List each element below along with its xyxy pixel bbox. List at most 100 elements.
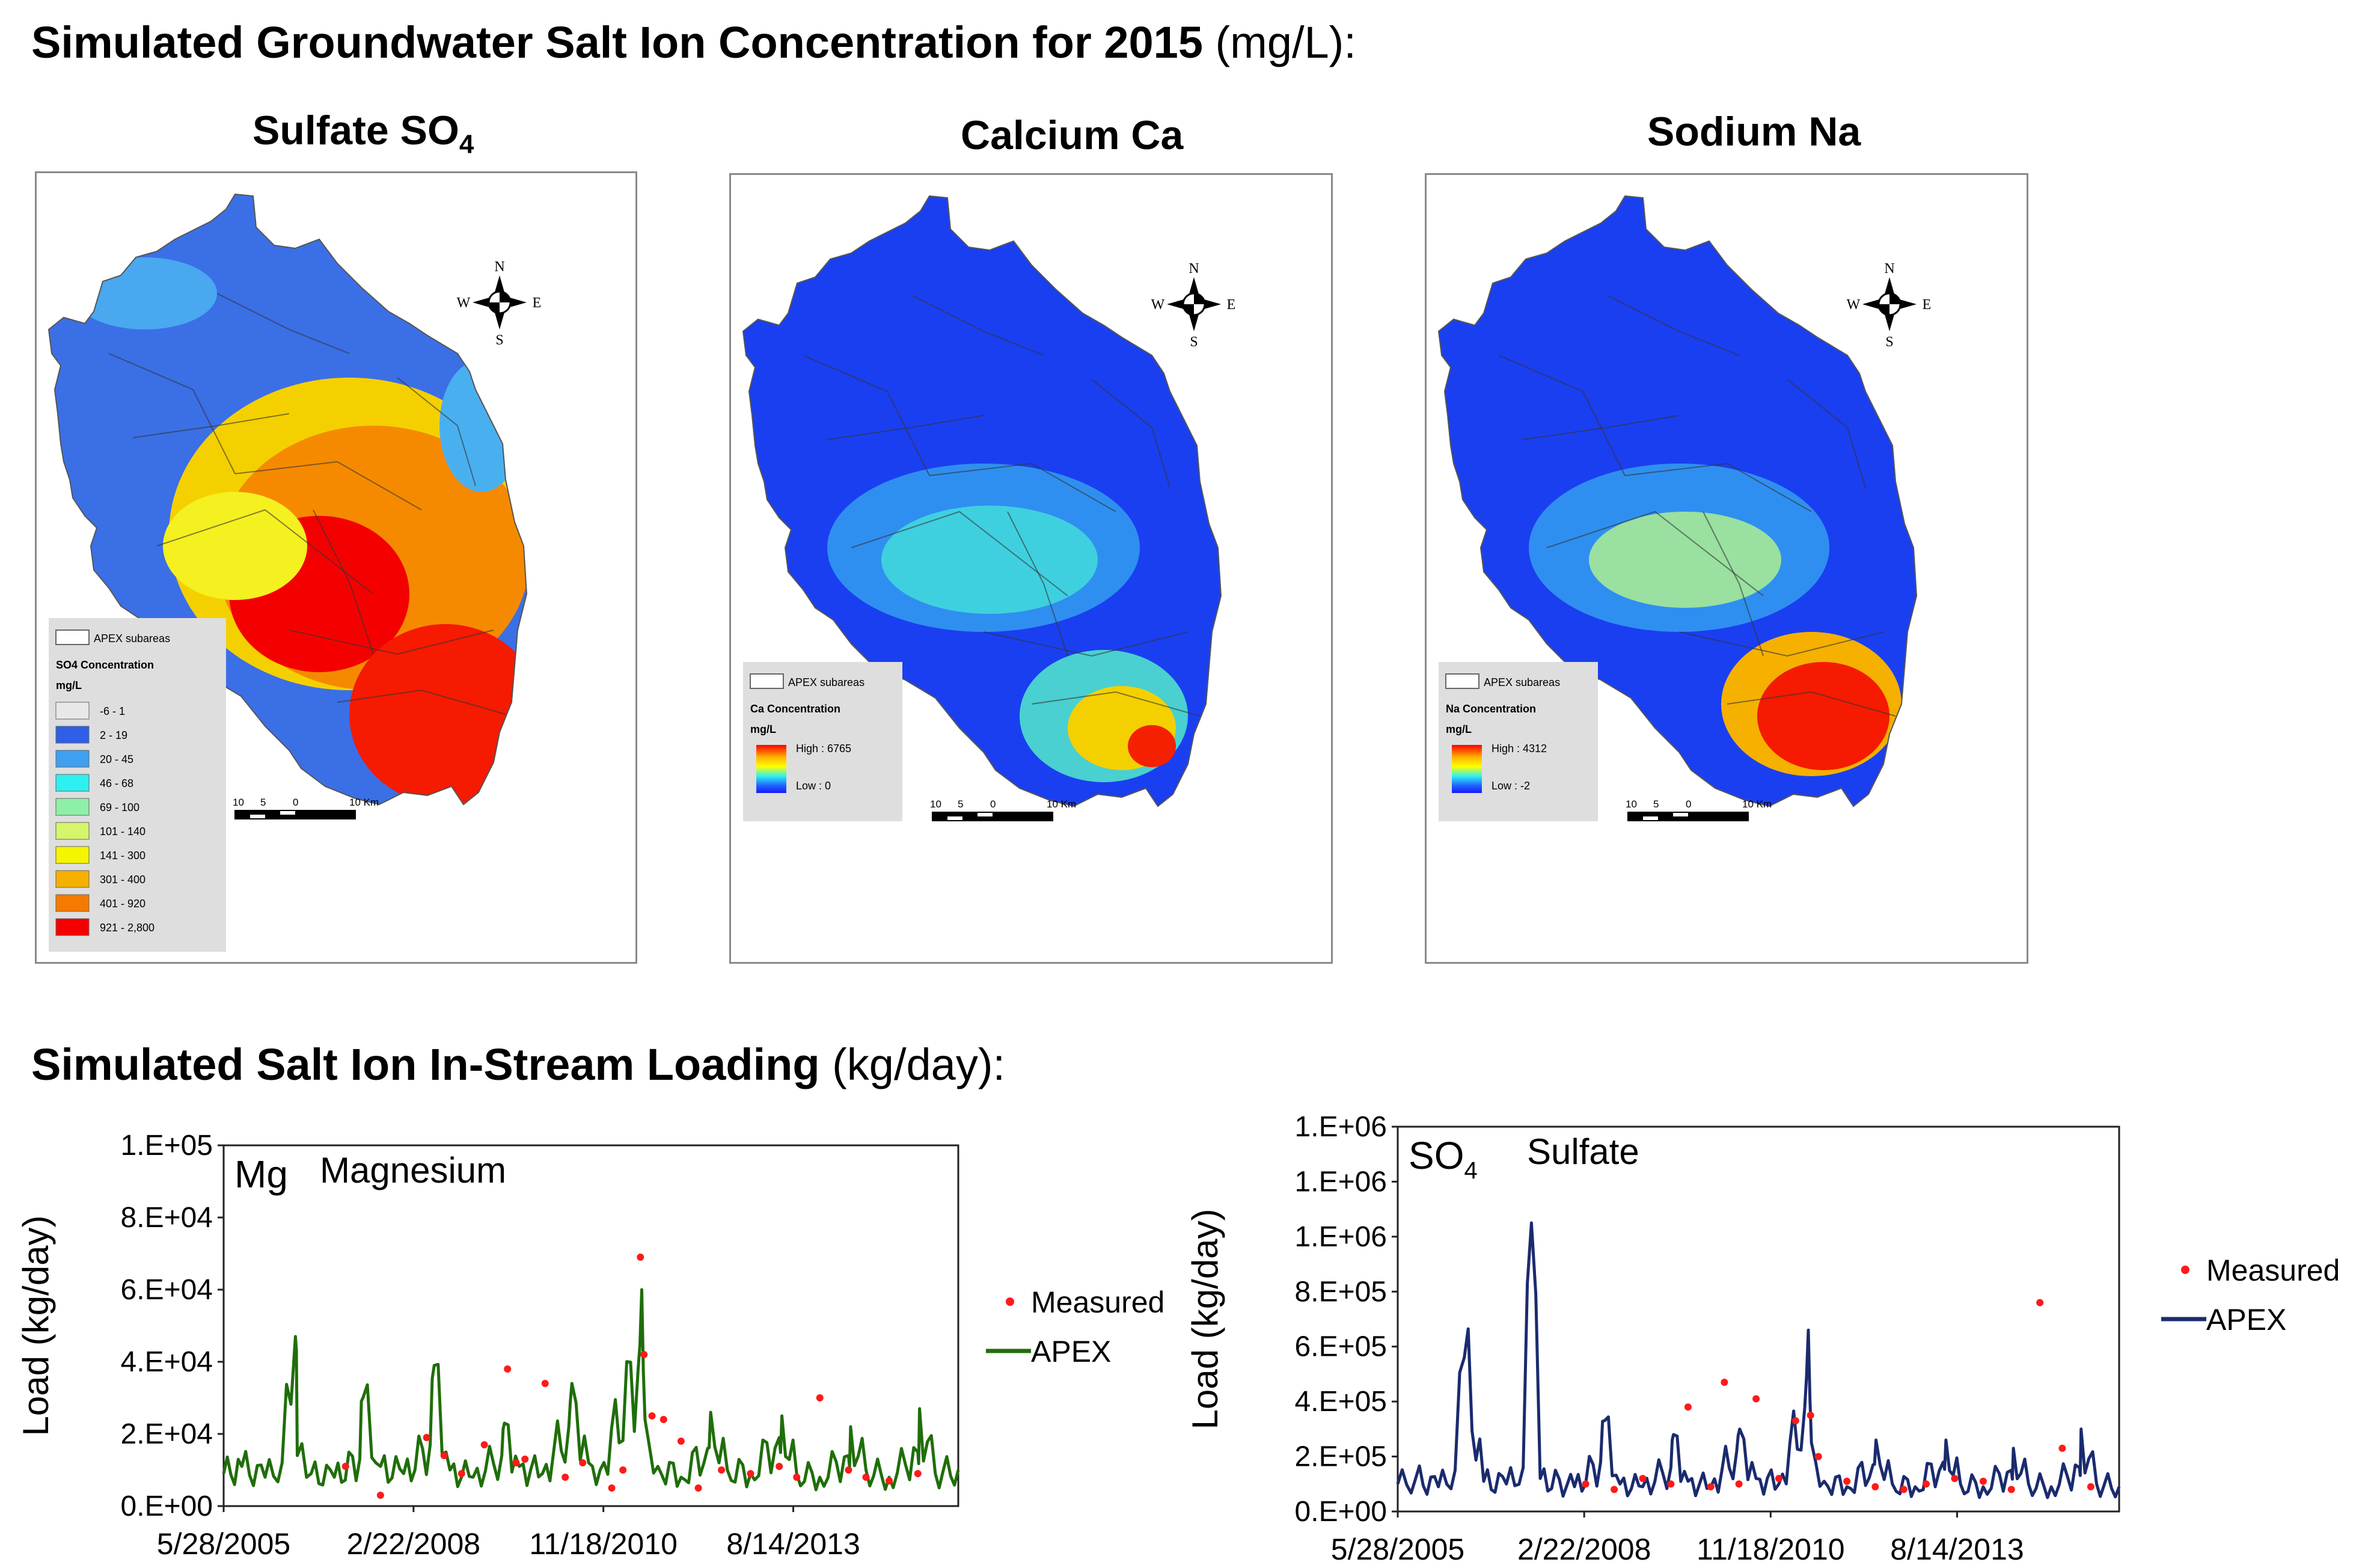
scale-label: 5 xyxy=(1653,798,1659,810)
compass-e: E xyxy=(533,295,542,311)
y-tick-label: 8.E+05 xyxy=(1295,1276,1387,1308)
legend-class-label: 101 - 140 xyxy=(100,825,145,838)
legend-class-swatch xyxy=(55,870,90,888)
watershed-outline xyxy=(742,195,1222,807)
measured-point xyxy=(1791,1417,1799,1425)
compass-s: S xyxy=(495,332,503,348)
subarea-boundary xyxy=(1624,462,1812,512)
legend-unit: mg/L xyxy=(750,723,776,735)
measured-point xyxy=(914,1470,922,1477)
legend-class-swatch xyxy=(55,918,90,936)
legend-class-swatch xyxy=(55,798,90,816)
measured-point xyxy=(1843,1477,1851,1485)
measured-point xyxy=(694,1484,702,1492)
legend-title: SO4 Concentration xyxy=(56,659,154,671)
scale-label: 0 xyxy=(1686,798,1691,810)
chart-label-symbol: SO4 xyxy=(1409,1134,1478,1184)
map-canvas: N S W E APEX subareas Ca Concentration mg/L Hig… xyxy=(742,195,1236,821)
measured-point xyxy=(718,1466,726,1474)
scale-label: 10 Km xyxy=(349,797,379,808)
subarea-boundary xyxy=(132,413,290,438)
concentration-raster xyxy=(1439,196,1917,806)
maps-heading: Simulated Groundwater Salt Ion Concentra… xyxy=(31,17,1356,67)
legend-box: APEX subareas Ca Concentration mg/L High : … xyxy=(743,662,902,821)
raster-zone xyxy=(73,257,217,329)
measured-point xyxy=(886,1477,893,1484)
scale-label: 0 xyxy=(293,797,298,808)
subarea-boundary xyxy=(851,510,1068,596)
y-tick-label: 0.E+00 xyxy=(1295,1496,1387,1528)
y-axis-label: Load (kg/day) xyxy=(16,1216,56,1436)
measured-point xyxy=(2007,1486,2015,1493)
map-canvas: N S W E APEX subareas Na Concentration mg/L Hig… xyxy=(1437,195,1932,821)
subarea-boundary xyxy=(313,509,374,655)
legend-high: High : 6765 xyxy=(796,743,851,755)
compass-n: N xyxy=(1884,261,1894,277)
compass-e: E xyxy=(1923,297,1932,313)
measured-point xyxy=(640,1351,648,1358)
legend-class-label: 401 - 920 xyxy=(100,898,145,910)
measured-point xyxy=(341,1463,349,1470)
scale-label: 10 xyxy=(930,798,941,810)
raster-zone xyxy=(439,360,524,492)
scale-label: 10 Km xyxy=(1047,798,1076,810)
scale-label: 5 xyxy=(958,798,963,810)
measured-point xyxy=(423,1434,430,1441)
legend-colorramp xyxy=(756,745,786,793)
watershed-outline xyxy=(47,193,528,806)
legend-class-label: 141 - 300 xyxy=(100,850,145,862)
measured-point xyxy=(793,1474,801,1481)
scale-label: 5 xyxy=(260,797,266,808)
measured-point xyxy=(648,1412,656,1419)
chart-label-name: Sulfate xyxy=(1527,1132,1639,1172)
x-tick-label: 2/22/2008 xyxy=(347,1527,480,1561)
measured-point xyxy=(1979,1477,1987,1485)
symbol-main: Mg xyxy=(234,1153,288,1196)
subarea-boundary xyxy=(1787,379,1866,488)
measured-point xyxy=(747,1470,754,1477)
subarea-boundary xyxy=(911,295,1044,356)
raster-zone xyxy=(1757,662,1889,770)
legend-class-label: 921 - 2,800 xyxy=(100,922,155,934)
subarea-boundary xyxy=(1606,295,1740,356)
compass-icon: N S W E xyxy=(1151,261,1236,350)
apex-series-line xyxy=(222,1288,960,1492)
compass-e: E xyxy=(1227,297,1236,313)
subarea-boundary xyxy=(803,355,930,476)
compass-n: N xyxy=(1189,261,1199,277)
measured-point xyxy=(1752,1395,1760,1403)
measured-point xyxy=(512,1459,520,1466)
measured-point xyxy=(1807,1412,1814,1419)
sodium-map-panel: N S W E APEX subareas Na Concentration mg/L Hig… xyxy=(1425,173,2028,964)
raster-zone xyxy=(1589,512,1781,608)
sulfate-load-chart: 0.E+00 2.E+05 4.E+05 6.E+05 8.E+05 1.E+06 1.E+… xyxy=(1190,1112,2340,1566)
measured-point xyxy=(1735,1480,1743,1488)
map-title-sulfate: Sulfate SO4 xyxy=(252,108,474,159)
legend-unit: mg/L xyxy=(56,679,82,691)
legend-class-swatch xyxy=(55,822,90,840)
y-tick-label: 4.E+05 xyxy=(1295,1386,1387,1418)
calcium-map-panel: N S W E APEX subareas Ca Concentration mg/L Hig… xyxy=(729,173,1333,964)
scale-bar: 10 5 0 10 Km xyxy=(233,797,379,819)
y-tick-label: 1.E+05 xyxy=(121,1130,213,1162)
measured-point xyxy=(1582,1480,1589,1488)
y-tick-label: 1.E+06 xyxy=(1295,1112,1387,1143)
measured-point xyxy=(1639,1475,1647,1483)
measured-point xyxy=(457,1470,465,1477)
concentration-raster xyxy=(743,196,1221,806)
legend-class-swatch xyxy=(55,894,90,912)
legend-apex-label: APEX xyxy=(2206,1303,2286,1337)
legend-measured-label: Measured xyxy=(2206,1254,2340,1287)
y-tick-label: 2.E+05 xyxy=(1295,1441,1387,1473)
measured-point xyxy=(1900,1486,1908,1493)
charts-heading: Simulated Salt Ion In-Stream Loading (kg… xyxy=(31,1040,1006,1089)
measured-point xyxy=(541,1380,549,1387)
scale-bar: 10 5 0 10 Km xyxy=(930,798,1076,821)
y-tick-label: 1.E+06 xyxy=(1295,1221,1387,1253)
compass-icon: N S W E xyxy=(457,259,542,348)
measured-point xyxy=(608,1484,616,1492)
compass-w: W xyxy=(457,295,471,311)
raster-zone xyxy=(1128,725,1176,767)
legend-class-swatch xyxy=(55,750,90,768)
measured-point xyxy=(1814,1453,1822,1460)
